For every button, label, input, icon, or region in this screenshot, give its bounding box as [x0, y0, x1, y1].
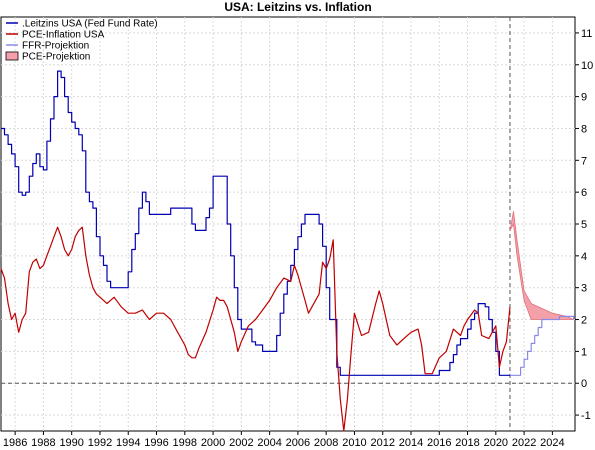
y-tick-label: 6 [581, 187, 587, 199]
x-tick-label: 1990 [59, 437, 83, 449]
x-tick-label: 1992 [88, 437, 112, 449]
y-tick-label: 4 [581, 251, 587, 263]
x-tick-label: 2012 [370, 437, 394, 449]
legend: .Leitzins USA (Fed Fund Rate)PCE-Inflati… [5, 19, 158, 63]
y-tick-label: 3 [581, 283, 587, 295]
series-ffr-projektion [510, 315, 575, 376]
chart-title: USA: Leitzins vs. Inflation [224, 0, 371, 14]
y-tick-label: 0 [581, 378, 587, 390]
y-tick-label: 10 [581, 60, 593, 72]
legend-label: PCE-Projektion [22, 52, 90, 63]
reference-lines [1, 17, 575, 431]
legend-swatch [5, 51, 19, 61]
x-tick-label: 2006 [286, 437, 310, 449]
y-axis: -1 0 1 2 3 4 5 6 7 8 9 10 11 [575, 28, 593, 422]
legend-label: FFR-Projektion [22, 41, 89, 52]
x-tick-label: 2022 [512, 437, 536, 449]
x-tick-label: 1988 [31, 437, 55, 449]
x-tick-label: 1986 [3, 437, 27, 449]
y-tick-label: 1 [581, 346, 587, 358]
legend-label: PCE-Inflation USA [22, 30, 105, 41]
x-tick-label: 2010 [342, 437, 366, 449]
x-tick-label: 1994 [116, 437, 140, 449]
y-tick-label: 7 [581, 155, 587, 167]
x-tick-label: 2024 [540, 437, 564, 449]
series-pce-inflation-usa [0, 226, 511, 432]
x-tick-label: 2000 [201, 437, 225, 449]
legend-label: .Leitzins USA (Fed Fund Rate) [22, 19, 158, 30]
x-tick-label: 2016 [427, 437, 451, 449]
y-tick-label: 5 [581, 219, 587, 231]
y-tick-label: 8 [581, 123, 587, 135]
x-tick-label: 2002 [229, 437, 253, 449]
y-tick-label: 2 [581, 315, 587, 327]
plot-area [0, 16, 576, 432]
y-tick-label: -1 [581, 410, 591, 422]
x-tick-label: 2014 [399, 437, 423, 449]
x-tick-label: 1996 [144, 437, 168, 449]
series-leitzins-usa-fed-fund-rate [1, 70, 510, 376]
x-tick-label: 2004 [257, 437, 281, 449]
x-tick-label: 2020 [484, 437, 508, 449]
x-axis: 1986 1988 1990 1992 1994 1996 1998 2000 2002 2004… [3, 431, 565, 449]
y-tick-label: 9 [581, 92, 587, 104]
x-tick-label: 1998 [173, 437, 197, 449]
x-tick-label: 2018 [455, 437, 479, 449]
y-tick-label: 11 [581, 28, 592, 40]
x-tick-label: 2008 [314, 437, 338, 449]
series-layer [0, 70, 575, 432]
